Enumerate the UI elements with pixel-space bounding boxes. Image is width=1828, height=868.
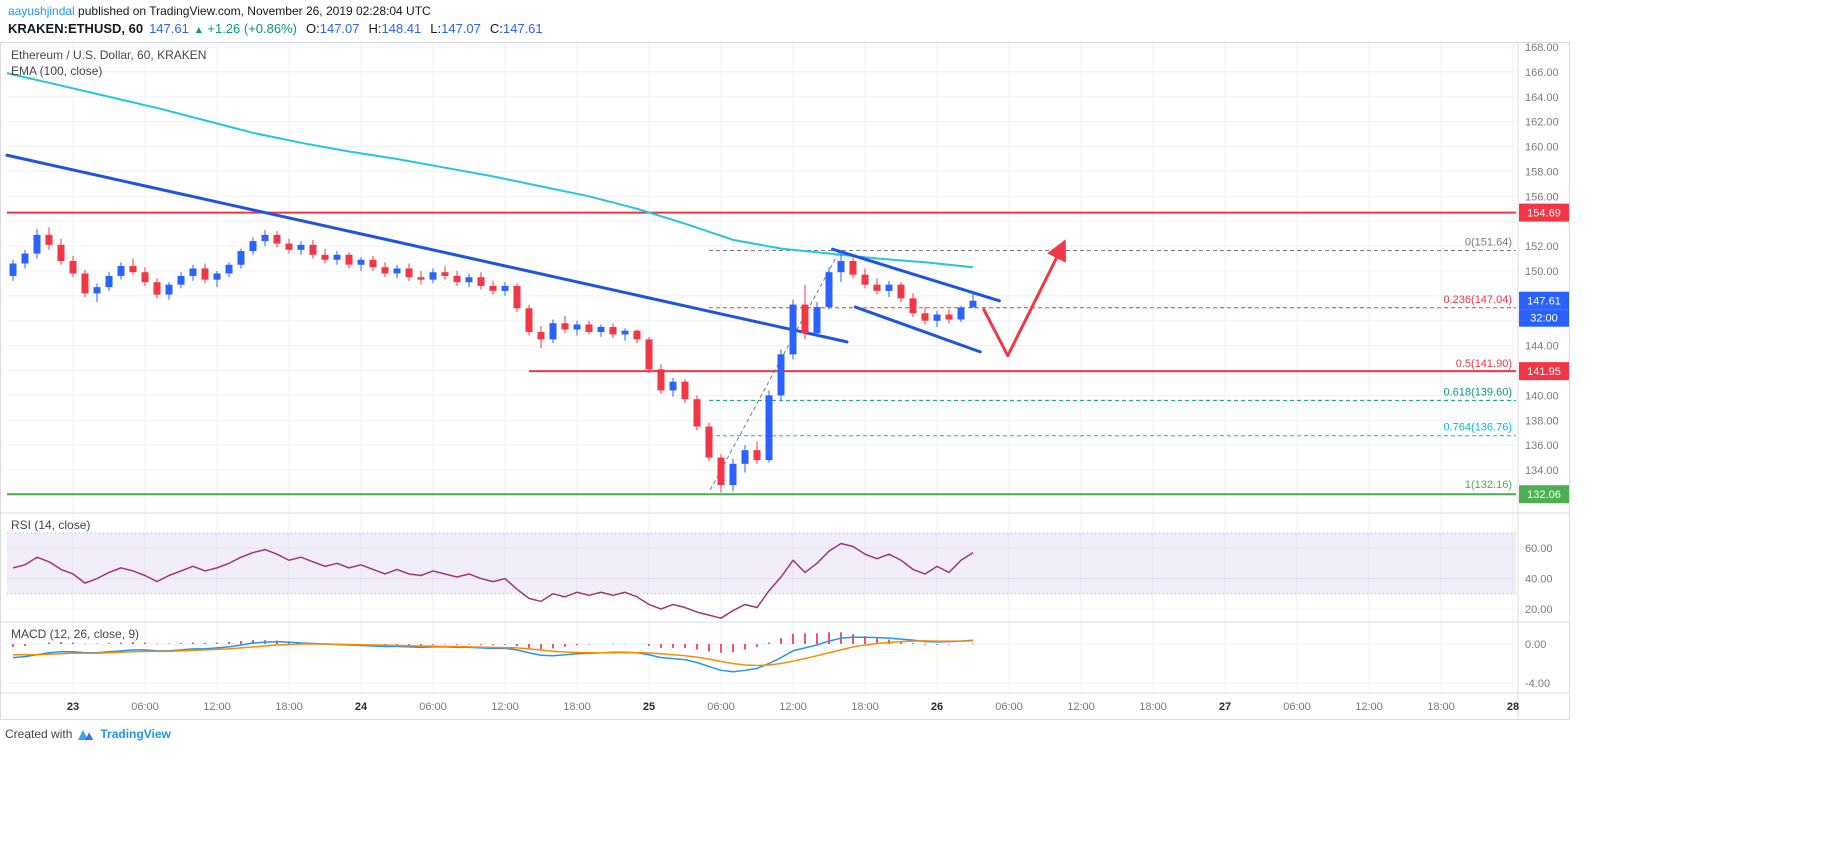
svg-text:0.00: 0.00	[1525, 639, 1546, 651]
horizontal-levels	[7, 211, 1516, 496]
svg-text:-4.00: -4.00	[1525, 678, 1550, 690]
svg-text:18:00: 18:00	[275, 701, 303, 713]
svg-text:12:00: 12:00	[779, 701, 807, 713]
svg-text:154.69: 154.69	[1527, 208, 1561, 220]
fib-levels: 0(151.64) 0.236(147.04) 0.5(141.90) 0.618(1…	[709, 237, 1516, 491]
svg-text:06:00: 06:00	[1283, 701, 1311, 713]
svg-text:147.61: 147.61	[1527, 296, 1561, 308]
svg-text:12:00: 12:00	[491, 701, 519, 713]
svg-text:06:00: 06:00	[707, 701, 735, 713]
svg-text:06:00: 06:00	[131, 701, 159, 713]
svg-text:156.00: 156.00	[1525, 191, 1559, 203]
tradingview-snapshot: aayushjindal published on TradingView.co…	[0, 0, 1570, 741]
ohlc-label: O:	[306, 21, 320, 36]
svg-text:0.764(136.76): 0.764(136.76)	[1444, 422, 1513, 434]
published-line: aayushjindal published on TradingView.co…	[8, 4, 1570, 19]
svg-text:25: 25	[643, 701, 655, 713]
svg-text:138.00: 138.00	[1525, 415, 1559, 427]
snapshot-header: aayushjindal published on TradingView.co…	[0, 0, 1570, 42]
svg-text:166.00: 166.00	[1525, 67, 1559, 79]
svg-text:150.00: 150.00	[1525, 266, 1559, 278]
svg-text:26: 26	[931, 701, 943, 713]
ohlc-low: L:147.07	[430, 21, 481, 36]
svg-text:0.618(139.60): 0.618(139.60)	[1444, 386, 1513, 398]
ohlc-value: 147.07	[319, 21, 360, 36]
svg-text:12:00: 12:00	[203, 701, 231, 713]
price-badges: 154.69 147.61 32:00 141.95 132.06	[1519, 203, 1569, 504]
svg-text:18:00: 18:00	[851, 701, 879, 713]
gridlines	[7, 43, 1516, 693]
ohlc-high: H:148.41	[369, 21, 422, 36]
svg-text:144.00: 144.00	[1525, 341, 1559, 353]
up-triangle-icon: ▲	[193, 25, 204, 36]
ohlc-value: 147.61	[502, 21, 543, 36]
ohlc-open: O:147.07	[306, 21, 360, 36]
svg-text:18:00: 18:00	[1139, 701, 1167, 713]
chart-canvas[interactable]: 0(151.64) 0.236(147.04) 0.5(141.90) 0.618(1…	[1, 43, 1569, 719]
svg-text:0(151.64): 0(151.64)	[1465, 237, 1512, 249]
macd	[12, 632, 974, 673]
ohlc-close: C:147.61	[490, 21, 543, 36]
rsi-band	[7, 532, 1516, 595]
price-axis-labels: 168.00 166.00 164.00 162.00 160.00 158.00 156.…	[1525, 43, 1559, 690]
ohlc-label: C:	[489, 21, 503, 36]
svg-text:06:00: 06:00	[419, 701, 447, 713]
ohlc-value: 147.07	[441, 21, 481, 36]
symbol-name: KRAKEN:ETHUSD, 60	[8, 21, 144, 36]
rsi-line	[12, 542, 974, 619]
svg-text:0.236(147.04): 0.236(147.04)	[1444, 294, 1513, 306]
svg-text:27: 27	[1219, 701, 1231, 713]
svg-text:06:00: 06:00	[995, 701, 1023, 713]
svg-text:136.00: 136.00	[1525, 440, 1559, 452]
svg-text:23: 23	[67, 701, 79, 713]
chart-frame: 0(151.64) 0.236(147.04) 0.5(141.90) 0.618(1…	[0, 42, 1570, 720]
svg-text:12:00: 12:00	[1067, 701, 1095, 713]
symbol-ohlc-line: KRAKEN:ETHUSD, 60 147.61 ▲ +1.26 (+0.86%) O…	[8, 21, 1570, 39]
svg-text:18:00: 18:00	[563, 701, 591, 713]
svg-text:12:00: 12:00	[1355, 701, 1383, 713]
time-axis-labels: 23 06:00 12:00 18:00 24 06:00 12:00 18:00 25 06:0…	[67, 701, 1519, 713]
footer: Created with TradingView	[0, 727, 1570, 741]
author-link[interactable]: aayushjindal	[8, 4, 75, 18]
svg-text:134.00: 134.00	[1525, 465, 1559, 477]
svg-text:162.00: 162.00	[1525, 117, 1559, 129]
published-text: published on TradingView.com, November 2…	[74, 4, 431, 18]
change-value: +1.26 (+0.86%)	[207, 21, 297, 36]
svg-text:18:00: 18:00	[1427, 701, 1455, 713]
svg-text:164.00: 164.00	[1525, 92, 1559, 104]
trendlines	[5, 153, 1001, 354]
ohlc-label: H:	[368, 21, 382, 36]
svg-text:140.00: 140.00	[1525, 390, 1559, 402]
svg-text:24: 24	[355, 701, 368, 713]
ema-line	[6, 72, 974, 269]
separators	[1, 43, 1569, 719]
svg-text:0.5(141.90): 0.5(141.90)	[1456, 358, 1512, 370]
projection-arrow	[982, 239, 1066, 358]
svg-text:1(132.16): 1(132.16)	[1465, 479, 1512, 491]
price-change: ▲ +1.26 (+0.86%)	[194, 21, 297, 36]
tradingview-brand-link[interactable]: TradingView	[100, 727, 171, 741]
svg-text:160.00: 160.00	[1525, 142, 1559, 154]
last-price-value: 147.61	[149, 21, 189, 36]
svg-text:32:00: 32:00	[1530, 313, 1558, 325]
svg-text:158.00: 158.00	[1525, 166, 1559, 178]
ohlc-label: L:	[430, 21, 442, 36]
svg-text:168.00: 168.00	[1525, 43, 1559, 54]
tradingview-logo-icon	[77, 728, 95, 741]
created-with-text: Created with	[5, 727, 73, 741]
svg-text:40.00: 40.00	[1525, 574, 1553, 586]
candles	[9, 227, 977, 493]
svg-text:28: 28	[1507, 701, 1519, 713]
svg-text:132.06: 132.06	[1527, 489, 1561, 501]
svg-text:152.00: 152.00	[1525, 241, 1559, 253]
svg-text:20.00: 20.00	[1525, 604, 1553, 616]
svg-text:141.95: 141.95	[1527, 366, 1561, 378]
ohlc-value: 148.41	[381, 21, 422, 36]
svg-text:60.00: 60.00	[1525, 543, 1553, 555]
